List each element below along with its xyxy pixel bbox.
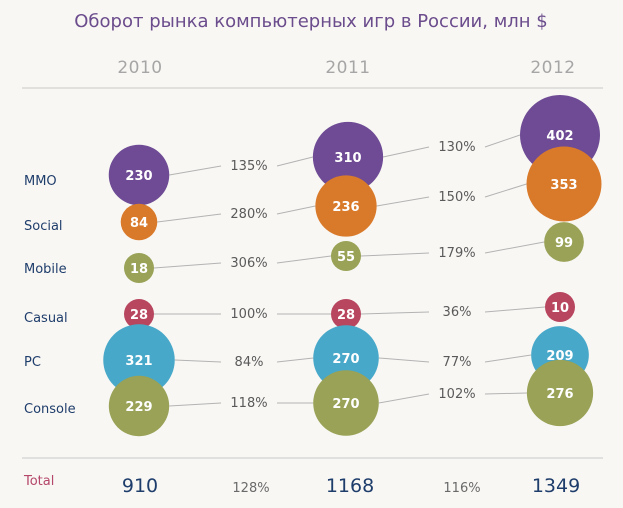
connector-mobile-1-b [484,241,545,254]
bubble-label-console-2010: 229 [125,400,152,415]
row-label-mobile: Mobile [24,262,67,277]
growth-pc-2012: 77% [443,355,472,370]
bubble-console-2011 [313,370,379,436]
connector-social-1-b [484,183,527,198]
bubble-pc-2010 [103,324,175,396]
growth-social-2012: 150% [438,190,475,205]
chart-title: Оборот рынка компьютерных игр в России, … [74,11,547,32]
bubble-label-casual-2010: 28 [130,308,148,323]
growth-social-2011: 280% [230,207,267,222]
bubble-mobile-2010 [124,253,154,283]
total-growth-2011: 128% [232,481,269,496]
total-value-2010: 910 [122,475,158,497]
row-label-casual: Casual [24,311,68,326]
growth-casual-2011: 100% [230,307,267,322]
bubble-label-social-2010: 84 [130,216,148,231]
bubble-mobile-2011 [331,241,361,271]
growth-pc-2011: 84% [235,355,264,370]
bubble-label-pc-2010: 321 [125,354,152,369]
growth-mmo-2011: 135% [230,159,267,174]
bubble-label-social-2012: 353 [550,178,577,193]
bubble-label-mobile-2011: 55 [337,250,355,265]
total-growth-2012: 116% [443,481,480,496]
bubble-console-2010 [108,375,170,437]
bubble-social-2011 [315,175,377,237]
year-label-2011: 2011 [325,58,370,78]
bubble-label-mmo-2010: 230 [125,169,152,184]
row-label-console: Console [24,402,76,417]
bubble-pc-2011 [313,325,379,391]
connector-mmo-1-a [383,146,430,158]
connector-mobile-1-a [360,252,430,257]
bubble-mmo-2011 [312,121,384,193]
total-value-2011: 1168 [326,475,374,497]
total-label: Total [23,474,54,489]
connector-console-1-b [484,392,527,395]
bubble-social-2012 [526,146,602,222]
growth-labels: 135% 130% 280% 150% 306% 179% 100% 36% 84% 77% 118… [230,140,475,411]
connector-pc-1-b [484,354,532,363]
row-label-social: Social [24,219,63,234]
connector-pc-0-a [174,359,222,363]
bubbles: 230 310 402 84 236 353 18 55 99 28 28 10 321 270 209 22… [103,95,602,437]
bubble-casual-2010 [124,299,154,329]
bubble-casual-2012 [545,292,575,322]
bubble-label-pc-2012: 209 [546,349,573,364]
connector-mobile-0-a [153,262,222,269]
bubble-social-2010 [120,203,158,241]
bubble-label-mmo-2011: 310 [334,151,361,166]
connector-mobile-0-b [276,255,332,264]
growth-mobile-2012: 179% [438,246,475,261]
bubble-label-mobile-2012: 99 [555,236,573,251]
total-value-2012: 1349 [532,475,580,497]
bubble-label-console-2012: 276 [546,387,573,402]
connector-mmo-0-a [169,165,222,176]
year-label-2010: 2010 [117,58,162,78]
connector-console-1-a [378,393,430,404]
growth-mmo-2012: 130% [438,140,475,155]
bubble-label-mobile-2010: 18 [130,262,148,277]
growth-console-2011: 118% [230,396,267,411]
connector-casual-1-a [360,311,430,315]
connector-pc-1-a [378,357,430,363]
bubble-mobile-2012 [544,222,584,262]
bubble-label-social-2011: 236 [332,200,359,215]
growth-mobile-2011: 306% [230,256,267,271]
connector-lines [153,134,546,407]
year-label-2012: 2012 [530,58,575,78]
bubble-label-mmo-2012: 402 [546,129,573,144]
bubble-mmo-2010 [108,144,170,206]
bubble-label-casual-2012: 10 [551,301,569,316]
bubble-label-pc-2011: 270 [332,352,359,367]
bubble-casual-2011 [331,299,361,329]
connector-social-0-b [276,205,316,215]
growth-casual-2012: 36% [443,305,472,320]
connector-casual-1-b [484,306,546,313]
bubble-label-console-2011: 270 [332,397,359,412]
row-labels: MMO Social Mobile Casual PC Console [24,174,76,417]
connector-mmo-0-b [276,156,313,167]
row-label-mmo: MMO [24,174,57,189]
connector-mmo-1-b [484,134,521,148]
connector-console-0-a [169,402,222,407]
row-label-pc: PC [24,355,41,370]
growth-console-2012: 102% [438,387,475,402]
connector-social-1-a [376,196,430,207]
connector-pc-0-b [276,357,314,363]
bubble-console-2012 [526,359,594,427]
bubble-label-casual-2011: 28 [337,308,355,323]
connector-social-0-a [157,213,222,223]
